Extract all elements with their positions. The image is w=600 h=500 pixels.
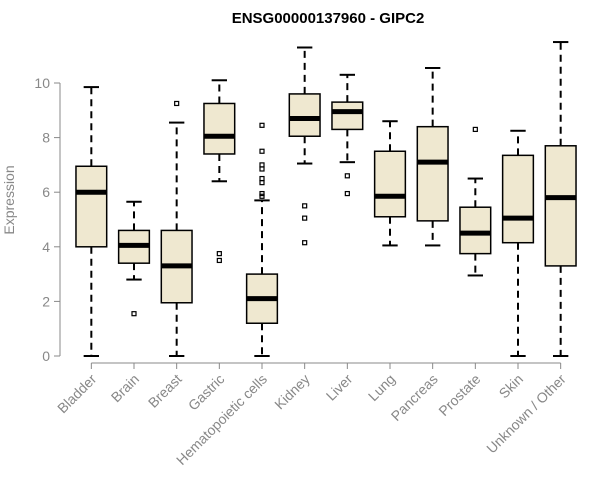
outlier-point — [259, 148, 265, 154]
iqr-box — [288, 93, 321, 137]
boxes-group — [75, 41, 577, 357]
x-category-label: Brain — [108, 371, 142, 405]
iqr-box — [75, 165, 108, 248]
outlier-point — [259, 162, 265, 168]
box-prostate — [459, 126, 492, 277]
iqr-box — [331, 101, 364, 131]
iqr-box — [373, 150, 407, 218]
outlier-point — [259, 190, 265, 197]
iqr-box — [544, 145, 577, 267]
outlier-point — [472, 126, 478, 133]
x-category-label: Breast — [145, 371, 185, 411]
y-tick-label: 8 — [42, 130, 50, 146]
x-category-label: Liver — [323, 371, 356, 404]
outlier-point — [174, 100, 180, 107]
x-category-label: Unknown / Other — [483, 371, 569, 457]
outlier-point — [259, 175, 265, 182]
outlier-point — [259, 193, 265, 199]
outlier-point — [259, 166, 265, 172]
x-category-label: Gastric — [185, 371, 228, 414]
y-axis: 0 2 4 6 8 10 — [34, 75, 61, 364]
outlier-point — [302, 240, 308, 246]
box-kidney — [288, 46, 321, 246]
x-category-label: Skin — [496, 371, 527, 402]
box-breast — [160, 100, 193, 357]
box-brain — [117, 200, 151, 317]
y-tick-label: 4 — [42, 239, 50, 255]
box-skin — [501, 129, 535, 357]
box-pancreas — [416, 66, 449, 247]
y-tick-label: 2 — [42, 293, 50, 309]
box-liver — [331, 73, 364, 197]
iqr-box — [459, 206, 492, 255]
box-unknown-other — [544, 41, 577, 357]
y-tick-label: 6 — [42, 184, 50, 200]
iqr-box — [501, 154, 535, 244]
outlier-point — [302, 203, 308, 209]
box-lung — [373, 120, 407, 247]
iqr-box — [203, 102, 236, 155]
x-category-label: Prostate — [435, 371, 483, 419]
outlier-point — [344, 173, 350, 179]
y-axis-title: Expression — [1, 165, 17, 234]
outlier-point — [216, 257, 222, 264]
outlier-point — [259, 180, 265, 186]
x-category-label: Lung — [365, 371, 398, 404]
chart-title: ENSG00000137960 - GIPC2 — [232, 10, 425, 27]
y-tick-label: 10 — [34, 75, 50, 91]
outlier-point — [302, 215, 308, 221]
outlier-point — [216, 251, 222, 257]
y-tick-label: 0 — [42, 348, 50, 364]
x-category-label: Bladder — [54, 371, 100, 417]
outlier-point — [131, 311, 137, 317]
x-category-label: Kidney — [271, 371, 313, 413]
box-bladder — [75, 86, 108, 357]
outlier-point — [259, 122, 265, 128]
iqr-box — [416, 125, 449, 222]
x-category-label: Pancreas — [388, 371, 441, 424]
outlier-point — [344, 190, 350, 197]
box-hematopoietic-cells — [245, 122, 279, 357]
box-gastric — [203, 79, 236, 264]
